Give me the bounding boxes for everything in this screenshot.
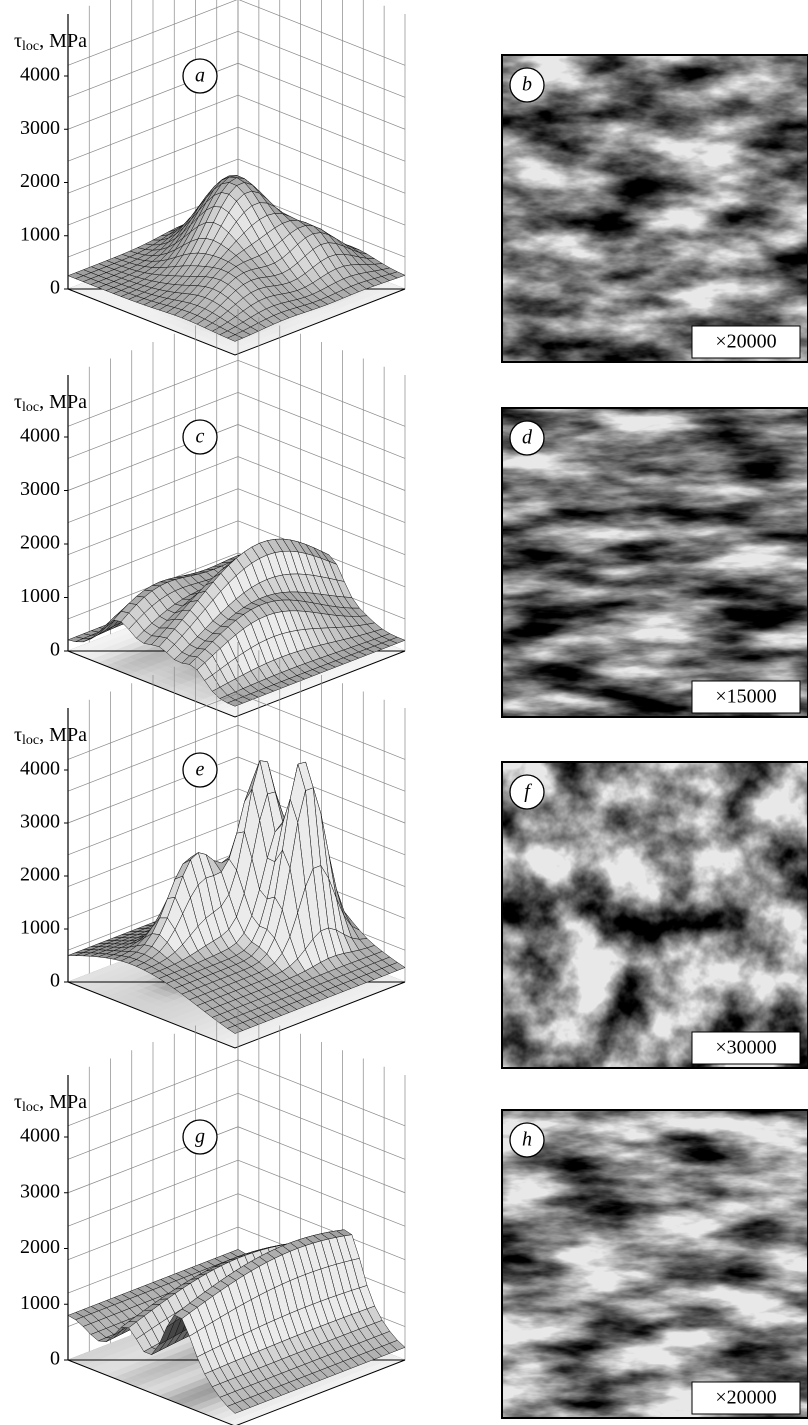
y-tick-label: 2000 — [20, 170, 60, 192]
y-tick-label: 3000 — [20, 478, 60, 500]
micrograph-texture — [502, 408, 808, 717]
y-tick-label: 0 — [50, 1348, 60, 1370]
y-tick-label: 4000 — [20, 1125, 60, 1147]
figure: 01000200030004000τloc, MPaab×20000010002… — [0, 0, 808, 1425]
y-tick-label: 4000 — [20, 425, 60, 447]
y-tick-label: 1000 — [20, 585, 60, 607]
axis-label-part: loc — [22, 733, 39, 748]
y-tick-label: 4000 — [20, 758, 60, 780]
micrograph-texture — [502, 55, 808, 362]
magnification: ×15000 — [715, 686, 776, 708]
y-tick-label: 3000 — [20, 811, 60, 833]
micrograph-label: d — [522, 427, 533, 449]
y-tick-label: 0 — [50, 970, 60, 992]
axis-label-part: τ — [14, 724, 22, 746]
y-tick-label: 2000 — [20, 532, 60, 554]
micrograph-texture — [502, 762, 808, 1068]
axis-label: τloc, MPa — [14, 724, 87, 749]
y-tick-label: 2000 — [20, 1236, 60, 1258]
micrograph-label: b — [522, 74, 532, 96]
y-tick-label: 0 — [50, 277, 60, 299]
axis-label-part: τ — [14, 391, 22, 413]
y-tick-label: 2000 — [20, 864, 60, 886]
axis-label-part: loc — [22, 39, 39, 54]
axis-label-part: , MPa — [39, 724, 87, 746]
y-tick-label: 1000 — [20, 1292, 60, 1314]
y-tick-label: 0 — [50, 639, 60, 661]
axis-label: τloc, MPa — [14, 1091, 87, 1116]
magnification: ×20000 — [715, 1387, 776, 1409]
axis-label-part: , MPa — [39, 391, 87, 413]
magnification: ×30000 — [715, 1037, 776, 1059]
axis-label-part: , MPa — [39, 1091, 87, 1113]
micrograph-texture — [502, 1110, 808, 1418]
panel-label: c — [196, 426, 205, 448]
panel-label: e — [196, 759, 205, 781]
axis-label-part: loc — [22, 400, 39, 415]
panel-label: g — [195, 1126, 205, 1148]
magnification: ×20000 — [715, 331, 776, 353]
y-tick-label: 3000 — [20, 117, 60, 139]
y-tick-label: 1000 — [20, 917, 60, 939]
axis-label-part: τ — [14, 30, 22, 52]
y-tick-label: 1000 — [20, 223, 60, 245]
axis-label: τloc, MPa — [14, 30, 87, 55]
axis-label-part: loc — [22, 1100, 39, 1115]
micrograph-label: h — [522, 1129, 532, 1151]
axis-label-part: τ — [14, 1091, 22, 1113]
axis-label: τloc, MPa — [14, 391, 87, 416]
axis-label-part: , MPa — [39, 30, 87, 52]
y-tick-label: 4000 — [20, 64, 60, 86]
y-tick-label: 3000 — [20, 1180, 60, 1202]
panel-label: a — [195, 65, 205, 87]
